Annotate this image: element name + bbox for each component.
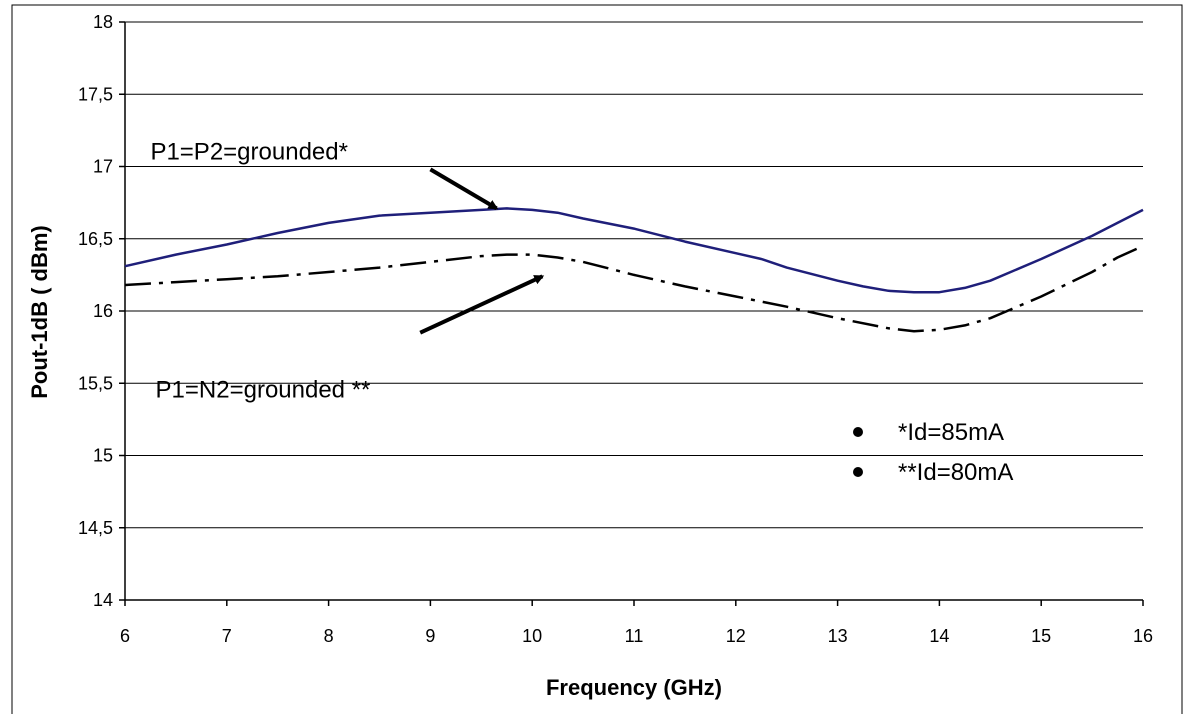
y-tick-labels: 14 14,5 15 15,5 16 16,5 17 17,5 18 bbox=[78, 12, 125, 610]
legend-item-label: *Id=85mA bbox=[898, 419, 1004, 446]
y-tick-label: 16,5 bbox=[78, 229, 113, 249]
legend-bullet bbox=[853, 427, 863, 437]
y-tick-label: 14,5 bbox=[78, 518, 113, 538]
annotation-arrow-a1 bbox=[429, 167, 499, 211]
x-tick-label: 14 bbox=[929, 626, 949, 646]
annotation-label-a1: P1=P2=grounded* bbox=[150, 138, 348, 165]
x-tick-label: 9 bbox=[425, 626, 435, 646]
gridlines bbox=[125, 21, 1143, 529]
x-tick-label: 7 bbox=[222, 626, 232, 646]
x-tick-labels: 6 7 8 9 10 11 12 13 14 15 16 bbox=[120, 600, 1153, 646]
y-tick-label: 18 bbox=[93, 12, 113, 32]
legend: *Id=85mA **Id=80mA bbox=[853, 419, 1013, 486]
x-tick-label: 8 bbox=[324, 626, 334, 646]
y-tick-label: 15,5 bbox=[78, 373, 113, 393]
x-tick-label: 15 bbox=[1031, 626, 1051, 646]
y-axis-title: Pout-1dB ( dBm) bbox=[27, 225, 52, 399]
legend-bullet bbox=[853, 467, 863, 477]
series-lines bbox=[124, 207, 1144, 333]
annotation-label-a2: P1=N2=grounded ** bbox=[156, 377, 371, 404]
x-tick-label: 10 bbox=[522, 626, 542, 646]
x-tick-label: 13 bbox=[828, 626, 848, 646]
x-tick-label: 11 bbox=[625, 626, 644, 646]
legend-item-label: **Id=80mA bbox=[898, 459, 1013, 486]
x-tick-label: 6 bbox=[120, 626, 130, 646]
y-tick-label: 15 bbox=[93, 446, 113, 466]
x-tick-label: 12 bbox=[726, 626, 746, 646]
y-tick-label: 17,5 bbox=[78, 84, 113, 104]
y-tick-label: 17 bbox=[93, 157, 113, 177]
annotation-arrow-a2 bbox=[419, 274, 545, 335]
y-tick-label: 14 bbox=[93, 590, 113, 610]
series-line-s1 bbox=[124, 207, 1144, 294]
x-tick-label: 16 bbox=[1133, 626, 1153, 646]
y-tick-label: 16 bbox=[93, 301, 113, 321]
annotations: P1=P2=grounded* P1=N2=grounded ** bbox=[150, 138, 545, 404]
x-axis-title: Frequency (GHz) bbox=[546, 675, 722, 700]
